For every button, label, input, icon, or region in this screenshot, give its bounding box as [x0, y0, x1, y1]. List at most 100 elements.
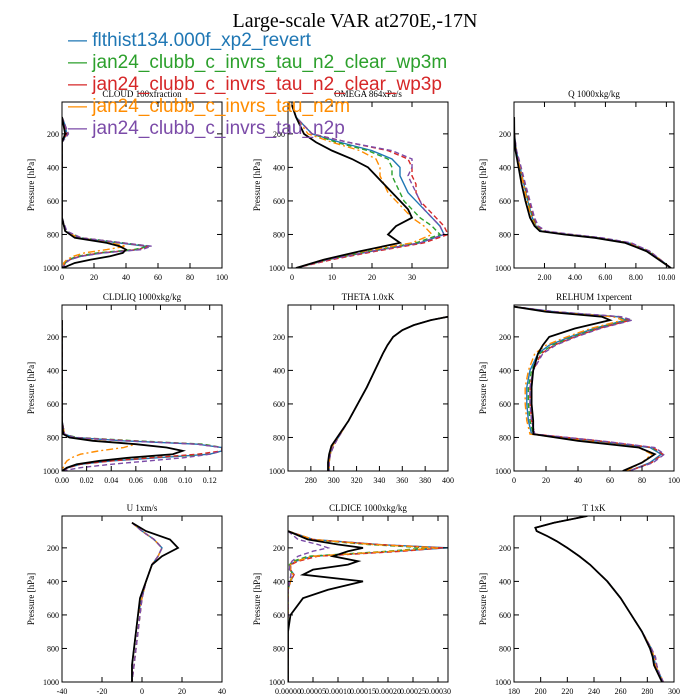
y-tick-label: 600	[47, 611, 59, 620]
y-tick-label: 400	[273, 366, 285, 375]
series-line	[62, 320, 222, 471]
y-tick-label: 1000	[269, 678, 285, 687]
chart-panel: 0.00000 0.00005 0.00010 0.00015 0.00020 0.000…	[252, 503, 451, 696]
y-axis-label: Pressure [hPa]	[478, 573, 488, 625]
x-tick-label: 0	[290, 273, 294, 282]
axes-frame	[287, 101, 449, 269]
y-tick-label: 600	[499, 611, 511, 620]
series-line	[514, 117, 672, 268]
chart-panel: 2.00 4.00 6.00 8.00 10.00 200 400 600 800 1000 Q 1…	[478, 89, 675, 282]
y-tick-label: 600	[273, 611, 285, 620]
legend-label: jan24_clubb_c_invrs_tau_n2p	[92, 118, 345, 139]
legend-entry: — flthist134.000f_xp2_revert	[68, 30, 447, 52]
series-line	[62, 320, 222, 471]
x-tick-label: 80	[186, 273, 194, 282]
series-line	[291, 105, 442, 268]
x-tick-label: 0.00020	[375, 687, 401, 696]
x-tick-label: 10	[328, 273, 336, 282]
series-group	[514, 305, 666, 471]
series-line	[514, 305, 663, 471]
chart-panel: 0.00 0.02 0.04 0.06 0.08 0.10 0.12 200 400 600 800…	[26, 292, 223, 485]
series-line	[131, 522, 163, 682]
series-group	[291, 105, 448, 268]
x-tick-label: 40	[218, 687, 226, 696]
panel-title: CLDLIQ 1000xkg/kg	[103, 292, 182, 302]
x-tick-label: 0.00025	[400, 687, 426, 696]
x-tick-label: 300	[328, 476, 340, 485]
series-line-reference	[131, 521, 180, 682]
x-tick-label: 6.00	[598, 273, 612, 282]
x-tick-label: 180	[508, 687, 520, 696]
chart-panel: 0 20 40 60 80 100 200 400 600 800 1000 CLOUD 100xfr…	[26, 89, 228, 282]
series-line	[328, 316, 448, 471]
series-line	[514, 117, 672, 268]
chart-panel: -40 -20 0 20 40 200 400 600 800 1000 U 1xm/s Pressu…	[26, 503, 226, 696]
y-axis-label: Pressure [hPa]	[252, 573, 262, 625]
y-tick-label: 800	[47, 433, 59, 442]
x-tick-label: 20	[90, 273, 98, 282]
axes-frame	[513, 304, 675, 472]
series-group	[534, 516, 664, 682]
x-tick-label: 0.06	[129, 476, 143, 485]
legend-swatch-line: —	[68, 30, 93, 51]
series-line	[514, 117, 672, 268]
series-line-reference	[288, 530, 364, 682]
x-tick-label: 20	[368, 273, 376, 282]
series-line	[328, 316, 448, 471]
legend-swatch-line: —	[68, 96, 93, 117]
x-tick-label: 60	[606, 476, 614, 485]
x-tick-label: 100	[216, 273, 228, 282]
axes-frame	[287, 304, 449, 472]
x-tick-label: 8.00	[629, 273, 643, 282]
legend-label: jan24_clubb_c_invrs_tau_n2_clear_wp3m	[92, 52, 448, 73]
y-tick-label: 200	[273, 130, 285, 139]
series-line	[328, 316, 448, 471]
x-tick-label: 0.00	[55, 476, 69, 485]
chart-panel: 280 300 320 340 360 380 400 200 400 600 800 1000 THE…	[269, 292, 454, 485]
series-line	[131, 522, 163, 682]
y-tick-label: 800	[273, 433, 285, 442]
x-tick-label: 0	[60, 273, 64, 282]
axes-frame	[287, 515, 449, 683]
y-tick-label: 400	[499, 366, 511, 375]
y-tick-label: 200	[47, 130, 59, 139]
x-tick-label: 4.00	[568, 273, 582, 282]
x-tick-label: 0	[512, 476, 516, 485]
x-tick-label: 0.02	[80, 476, 94, 485]
x-tick-label: 0.00000	[275, 687, 301, 696]
panel-title: U 1xm/s	[127, 503, 158, 513]
axes-frame	[513, 101, 675, 269]
panel-title: THETA 1.0xK	[342, 292, 395, 302]
y-tick-label: 200	[273, 333, 285, 342]
series-line	[514, 117, 672, 268]
series-line-reference	[534, 516, 663, 682]
y-tick-label: 400	[273, 577, 285, 586]
series-line-reference	[514, 305, 657, 471]
x-tick-label: 300	[668, 687, 680, 696]
x-tick-label: 0.04	[104, 476, 118, 485]
series-group	[62, 320, 222, 471]
x-tick-label: 280	[641, 687, 653, 696]
legend-label: flthist134.000f_xp2_revert	[92, 30, 311, 51]
series-line	[514, 305, 664, 471]
x-tick-label: 80	[638, 476, 646, 485]
series-line-reference	[514, 117, 672, 268]
y-axis-label: Pressure [hPa]	[252, 159, 262, 211]
y-tick-label: 1000	[43, 678, 59, 687]
axes-frame	[513, 515, 675, 683]
series-line	[131, 522, 163, 682]
x-tick-label: 0.00030	[425, 687, 451, 696]
y-tick-label: 600	[499, 400, 511, 409]
y-axis-label: Pressure [hPa]	[26, 573, 36, 625]
chart-panel: 0 20 40 60 80 100 200 400 600 800 1000 RELHUM 1xper…	[478, 292, 680, 485]
y-tick-label: 200	[499, 130, 511, 139]
x-tick-label: -20	[97, 687, 108, 696]
series-line	[288, 530, 448, 682]
x-tick-label: 0	[140, 687, 144, 696]
series-line	[131, 522, 163, 682]
series-line	[62, 116, 127, 268]
y-tick-label: 600	[273, 400, 285, 409]
y-tick-label: 1000	[269, 467, 285, 476]
series-line	[288, 530, 331, 682]
